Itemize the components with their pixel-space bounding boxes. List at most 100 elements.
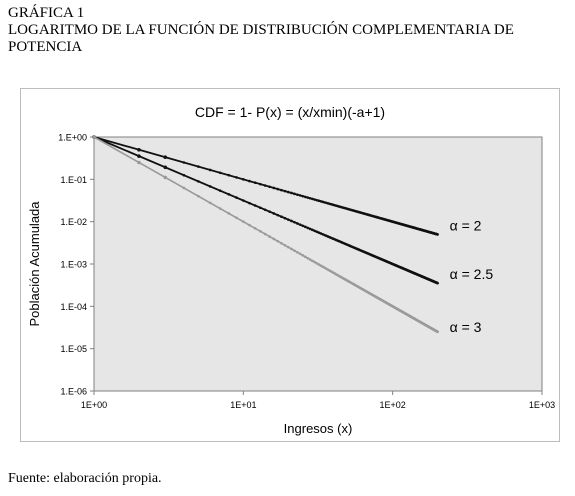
data-point bbox=[317, 263, 321, 266]
data-point bbox=[283, 216, 287, 220]
data-point bbox=[283, 243, 287, 247]
data-point bbox=[301, 224, 305, 228]
data-point bbox=[137, 160, 141, 165]
y-tick-label: 1.E-06 bbox=[60, 387, 87, 397]
data-point bbox=[253, 181, 257, 184]
data-point bbox=[182, 186, 186, 190]
data-point bbox=[283, 189, 287, 193]
series-label-alpha-2: α = 2 bbox=[450, 217, 482, 233]
data-point bbox=[280, 215, 283, 219]
data-point bbox=[268, 210, 271, 213]
data-point bbox=[242, 178, 245, 181]
data-point bbox=[272, 186, 276, 190]
x-axis: 1E+00 1E+01 1E+02 1E+03 bbox=[81, 391, 555, 410]
y-tick-label: 1.E-04 bbox=[60, 302, 87, 312]
data-point bbox=[227, 173, 231, 177]
figure-label: GRÁFICA 1 bbox=[8, 5, 85, 21]
data-point bbox=[298, 252, 302, 256]
data-point bbox=[304, 225, 307, 229]
data-point bbox=[137, 147, 141, 152]
data-point bbox=[301, 194, 305, 198]
data-point bbox=[263, 232, 267, 236]
source-note: Fuente: elaboración propia. bbox=[8, 471, 162, 486]
figure-heading: GRÁFICA 1 LOGARITMO DE LA FUNCIÓN DE DIS… bbox=[8, 5, 568, 56]
data-point bbox=[290, 191, 293, 195]
y-tick-label: 1.E+00 bbox=[58, 133, 87, 143]
y-tick-label: 1.E-02 bbox=[60, 217, 87, 227]
data-point bbox=[293, 249, 296, 252]
data-point bbox=[242, 220, 245, 223]
data-point bbox=[272, 212, 276, 215]
data-point bbox=[280, 188, 283, 192]
data-point bbox=[263, 208, 267, 212]
data-point bbox=[276, 239, 280, 243]
data-point bbox=[296, 250, 299, 254]
data-point bbox=[313, 229, 316, 233]
data-point bbox=[218, 189, 222, 192]
data-point bbox=[308, 196, 312, 200]
data-point bbox=[263, 184, 267, 187]
data-point bbox=[308, 258, 312, 261]
data-point bbox=[436, 281, 439, 285]
data-point bbox=[92, 135, 96, 139]
data-point bbox=[248, 223, 251, 227]
data-point bbox=[242, 199, 245, 202]
data-point bbox=[137, 154, 141, 158]
data-point bbox=[197, 165, 200, 168]
power-law-ccdf-chart: CDF = 1- P(x) = (x/xmin)(-a+1) 1.E+00 1.E… bbox=[27, 104, 555, 436]
data-point bbox=[253, 227, 257, 230]
series-label-alpha-2-5: α = 2.5 bbox=[450, 266, 494, 282]
data-point bbox=[315, 198, 319, 202]
data-point bbox=[276, 213, 280, 217]
x-tick-label: 1E+02 bbox=[380, 400, 406, 410]
data-point bbox=[306, 196, 310, 199]
data-point bbox=[253, 204, 257, 207]
data-point bbox=[208, 168, 212, 172]
x-tick-label: 1E+01 bbox=[230, 400, 256, 410]
y-axis-label: Población Acumulada bbox=[27, 201, 42, 327]
data-point bbox=[296, 193, 299, 196]
data-point bbox=[286, 245, 290, 249]
x-axis-label: Ingresos (x) bbox=[284, 421, 353, 436]
chart-frame: CDF = 1- P(x) = (x/xmin)(-a+1) 1.E+00 1.E… bbox=[20, 88, 560, 442]
data-point bbox=[317, 199, 321, 203]
data-point bbox=[248, 179, 251, 183]
series-label-alpha-3: α = 3 bbox=[450, 319, 482, 335]
data-point bbox=[317, 231, 321, 234]
data-point bbox=[272, 237, 276, 241]
data-point bbox=[259, 206, 262, 210]
data-point bbox=[235, 176, 238, 179]
data-point bbox=[301, 254, 305, 257]
chart-title: CDF = 1- P(x) = (x/xmin)(-a+1) bbox=[195, 104, 385, 120]
data-point bbox=[163, 155, 168, 159]
data-point bbox=[163, 165, 168, 170]
data-point bbox=[182, 161, 186, 164]
data-point bbox=[306, 226, 310, 230]
data-point bbox=[311, 228, 314, 232]
data-point bbox=[290, 219, 293, 223]
data-point bbox=[197, 194, 200, 198]
data-point bbox=[227, 212, 231, 215]
data-point bbox=[227, 193, 231, 196]
data-point bbox=[319, 264, 323, 267]
data-point bbox=[308, 227, 312, 231]
data-point bbox=[182, 173, 186, 177]
data-point bbox=[306, 256, 310, 260]
data-point bbox=[436, 233, 439, 236]
data-point bbox=[208, 185, 212, 188]
data-point bbox=[298, 194, 302, 197]
data-point bbox=[280, 241, 283, 245]
data-point bbox=[286, 190, 290, 194]
data-point bbox=[268, 185, 271, 189]
data-point bbox=[235, 216, 238, 220]
data-point bbox=[298, 223, 302, 226]
data-point bbox=[311, 259, 314, 263]
data-point bbox=[313, 198, 316, 201]
series-points-alpha-2 bbox=[92, 135, 439, 236]
data-point bbox=[268, 235, 271, 238]
data-point bbox=[290, 247, 293, 251]
data-point bbox=[218, 207, 222, 210]
data-point bbox=[313, 260, 316, 264]
data-point bbox=[293, 192, 296, 196]
series-layer bbox=[92, 135, 439, 334]
